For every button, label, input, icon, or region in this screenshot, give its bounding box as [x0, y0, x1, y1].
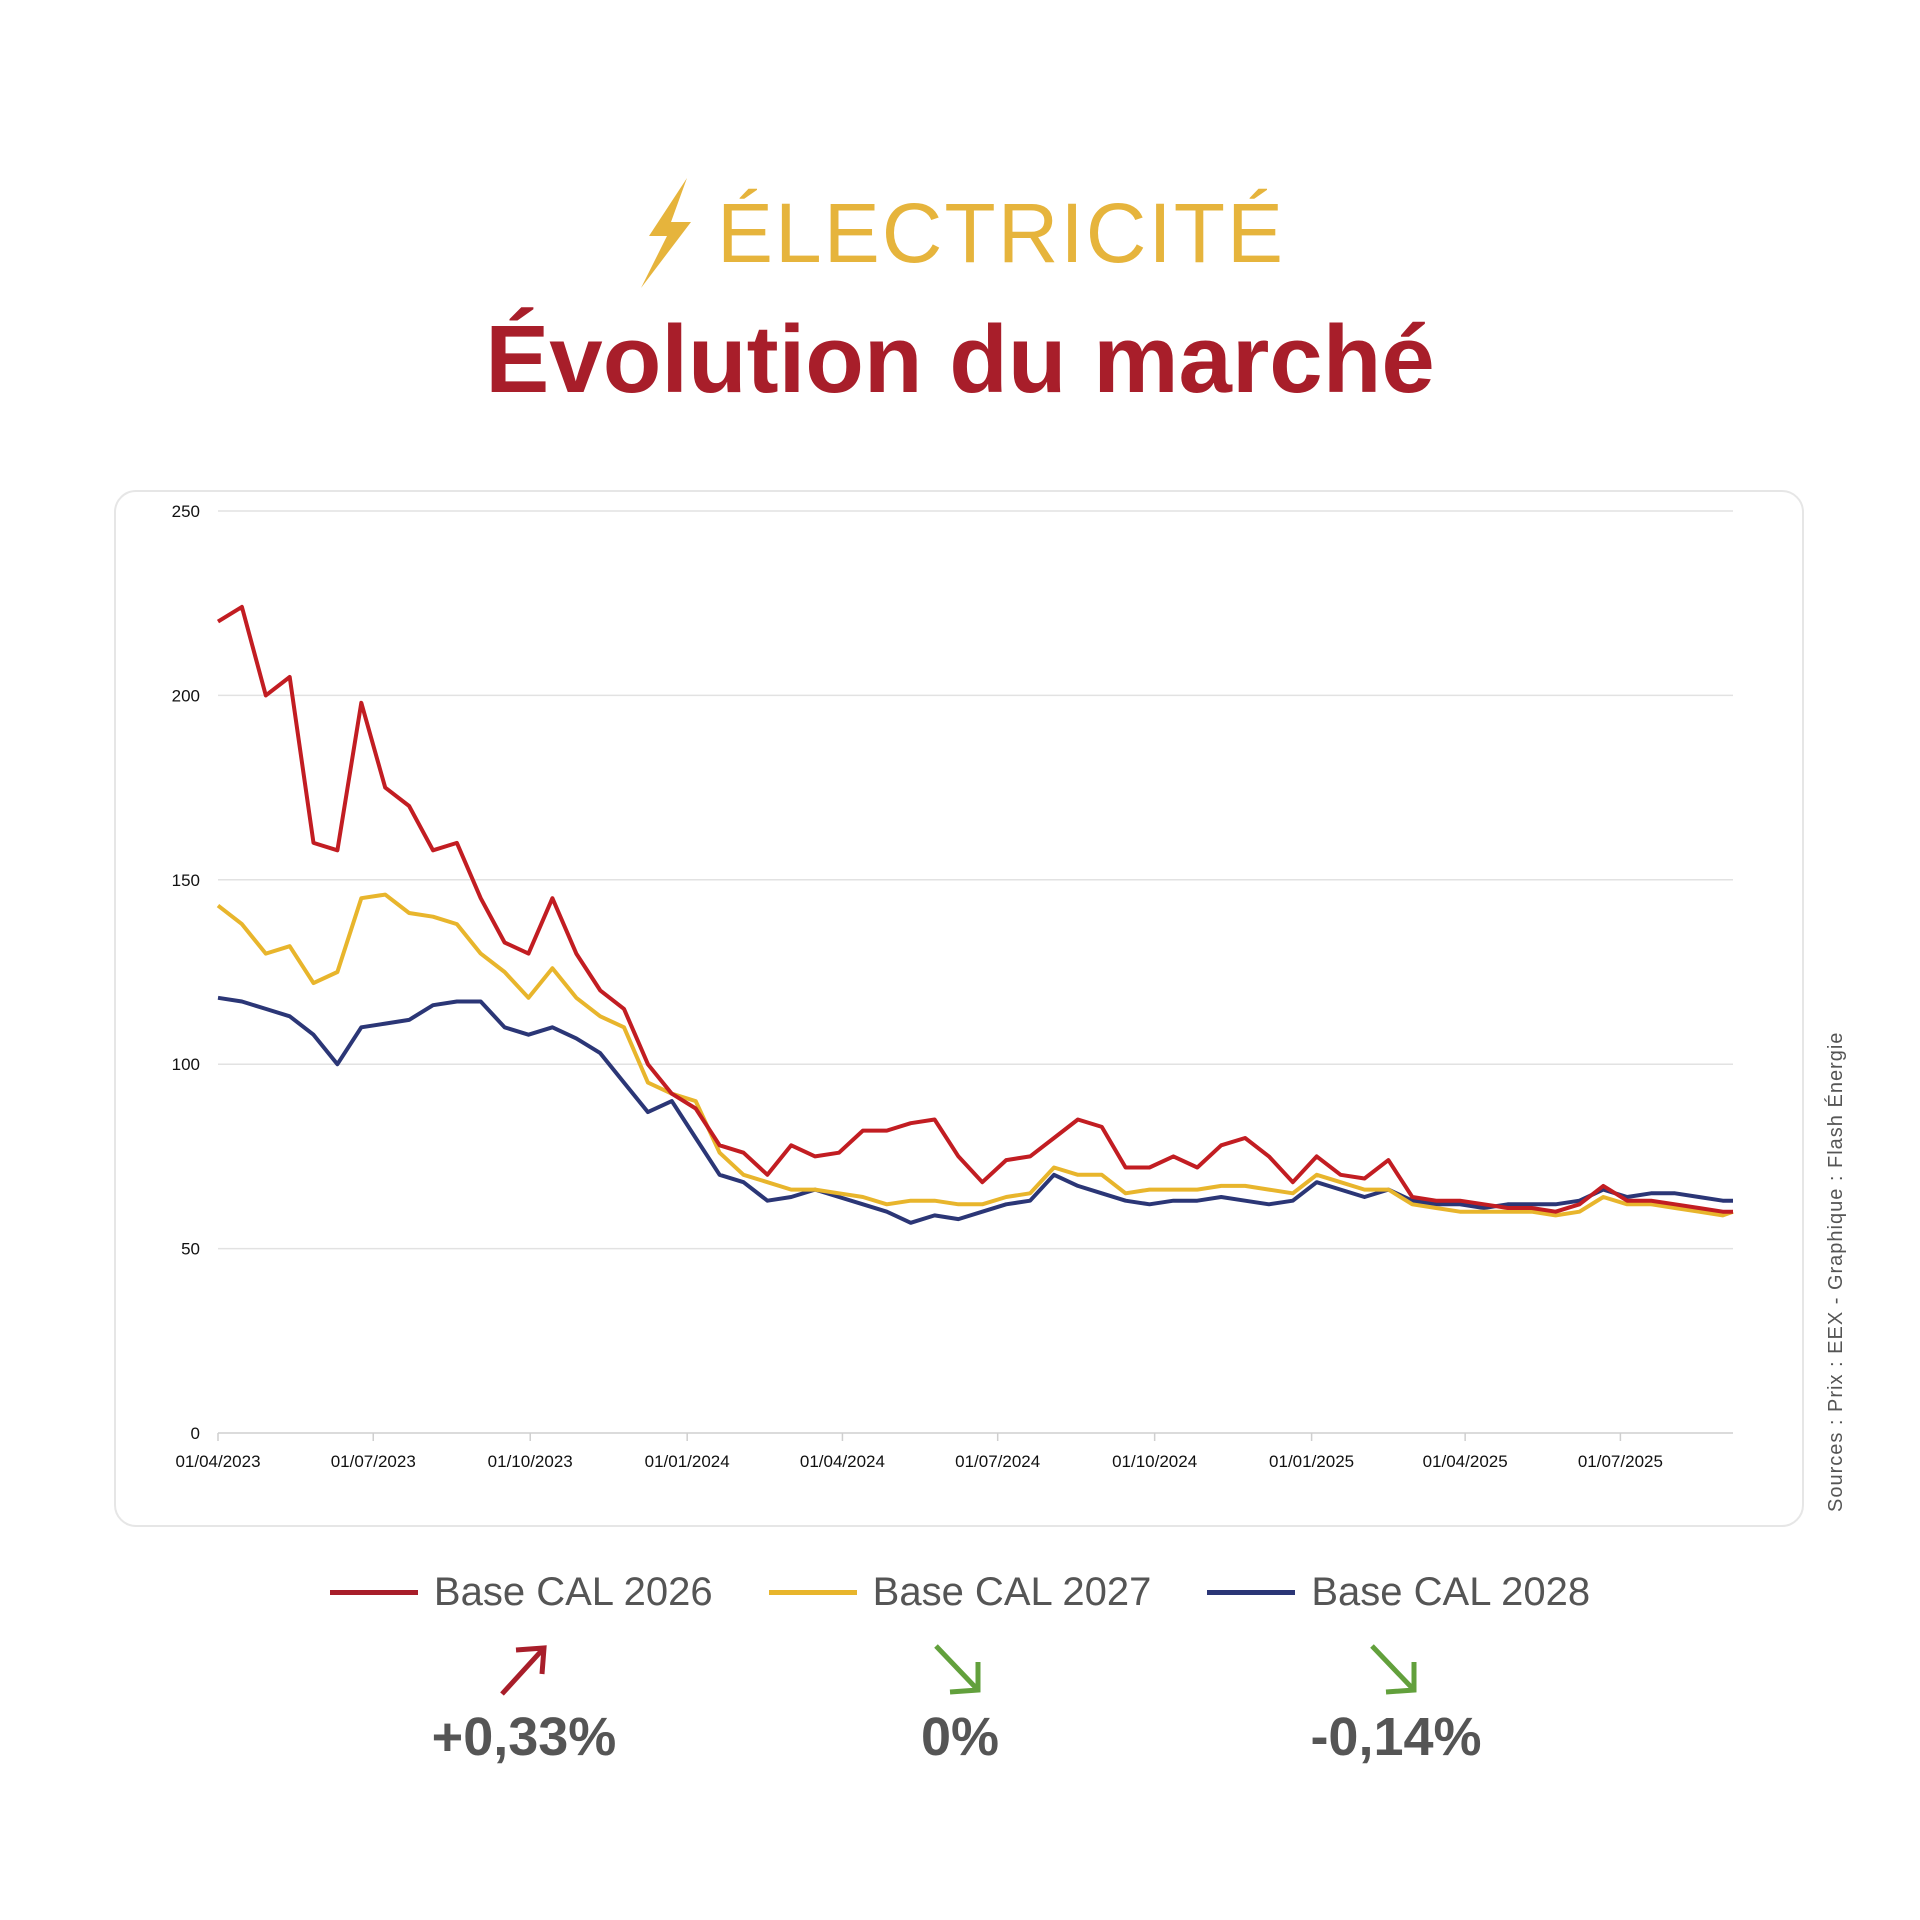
- legend-label: Base CAL 2026: [433, 1570, 713, 1614]
- legend-swatch: [1207, 1590, 1296, 1595]
- change-value: -0,14%: [1310, 1707, 1482, 1767]
- series-line-base-cal-2026: [216, 604, 1733, 1214]
- lightning-bolt-icon: [640, 178, 691, 288]
- y-tick-label: 200: [172, 686, 200, 705]
- change-value: 0%: [920, 1707, 1000, 1767]
- series-line-base-cal-2028: [217, 995, 1733, 1225]
- arrow-down-right-icon: [1370, 1644, 1417, 1695]
- y-tick-label: 250: [172, 502, 200, 521]
- x-tick-label: 01/04/2024: [800, 1452, 885, 1471]
- change-value: +0,33%: [431, 1707, 617, 1767]
- legend-item-cal2027: Base CAL 2027: [768, 1570, 1152, 1615]
- x-tick-label: 01/04/2025: [1423, 1452, 1508, 1471]
- legend-item-cal2028: Base CAL 2028: [1207, 1570, 1590, 1615]
- y-tick-label: 50: [181, 1240, 200, 1259]
- y-tick-label: 0: [191, 1424, 200, 1443]
- y-tick-label: 100: [172, 1055, 200, 1074]
- page-title: Évolution du marché: [485, 306, 1435, 413]
- change-cal2027: 0%: [810, 1640, 1110, 1768]
- legend-swatch: [329, 1590, 418, 1595]
- change-cal2026: +0,33%: [374, 1640, 674, 1768]
- legend: Base CAL 2026 Base CAL 2027 Base CAL 202…: [0, 1570, 1920, 1615]
- source-note: Sources : Prix : EEX - Graphique : Flash…: [1825, 1031, 1847, 1512]
- x-tick-label: 01/10/2024: [1112, 1452, 1197, 1471]
- x-tick-label: 01/04/2023: [175, 1452, 260, 1471]
- series-line-base-cal-2027: [216, 892, 1734, 1218]
- legend-label: Base CAL 2028: [1311, 1570, 1591, 1614]
- arrow-down-right-icon: [934, 1644, 981, 1695]
- legend-label: Base CAL 2027: [872, 1570, 1152, 1614]
- x-tick-label: 01/01/2025: [1269, 1452, 1354, 1471]
- category-header: ÉLECTRICITÉ: [0, 178, 1920, 288]
- change-cal2028: -0,14%: [1246, 1640, 1546, 1768]
- chart-card: [114, 490, 1804, 1527]
- x-tick-label: 01/07/2023: [331, 1452, 416, 1471]
- x-tick-label: 01/01/2024: [645, 1452, 730, 1471]
- legend-swatch: [768, 1590, 857, 1595]
- x-tick-label: 01/10/2023: [488, 1452, 573, 1471]
- legend-item-cal2026: Base CAL 2026: [329, 1570, 713, 1615]
- y-tick-label: 150: [172, 871, 200, 890]
- x-tick-label: 01/07/2025: [1578, 1452, 1663, 1471]
- category-label: ÉLECTRICITÉ: [716, 185, 1286, 280]
- x-tick-label: 01/07/2024: [955, 1452, 1040, 1471]
- arrow-up-right-icon: [500, 1645, 547, 1696]
